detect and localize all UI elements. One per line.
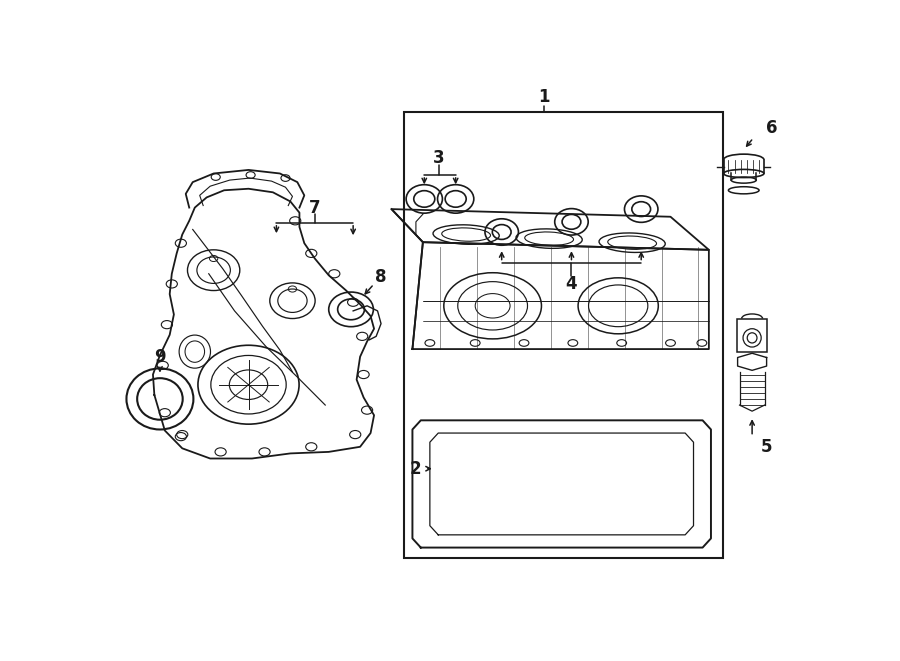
Text: 8: 8: [375, 268, 387, 286]
Text: 9: 9: [154, 348, 166, 366]
Text: 7: 7: [309, 198, 320, 217]
Text: 3: 3: [433, 149, 445, 167]
Text: 4: 4: [565, 275, 577, 293]
Bar: [737, 319, 767, 352]
Text: 2: 2: [410, 459, 422, 478]
Bar: [404, 112, 723, 558]
Text: 6: 6: [766, 119, 778, 137]
Text: 1: 1: [538, 88, 549, 106]
Text: 5: 5: [761, 438, 772, 456]
